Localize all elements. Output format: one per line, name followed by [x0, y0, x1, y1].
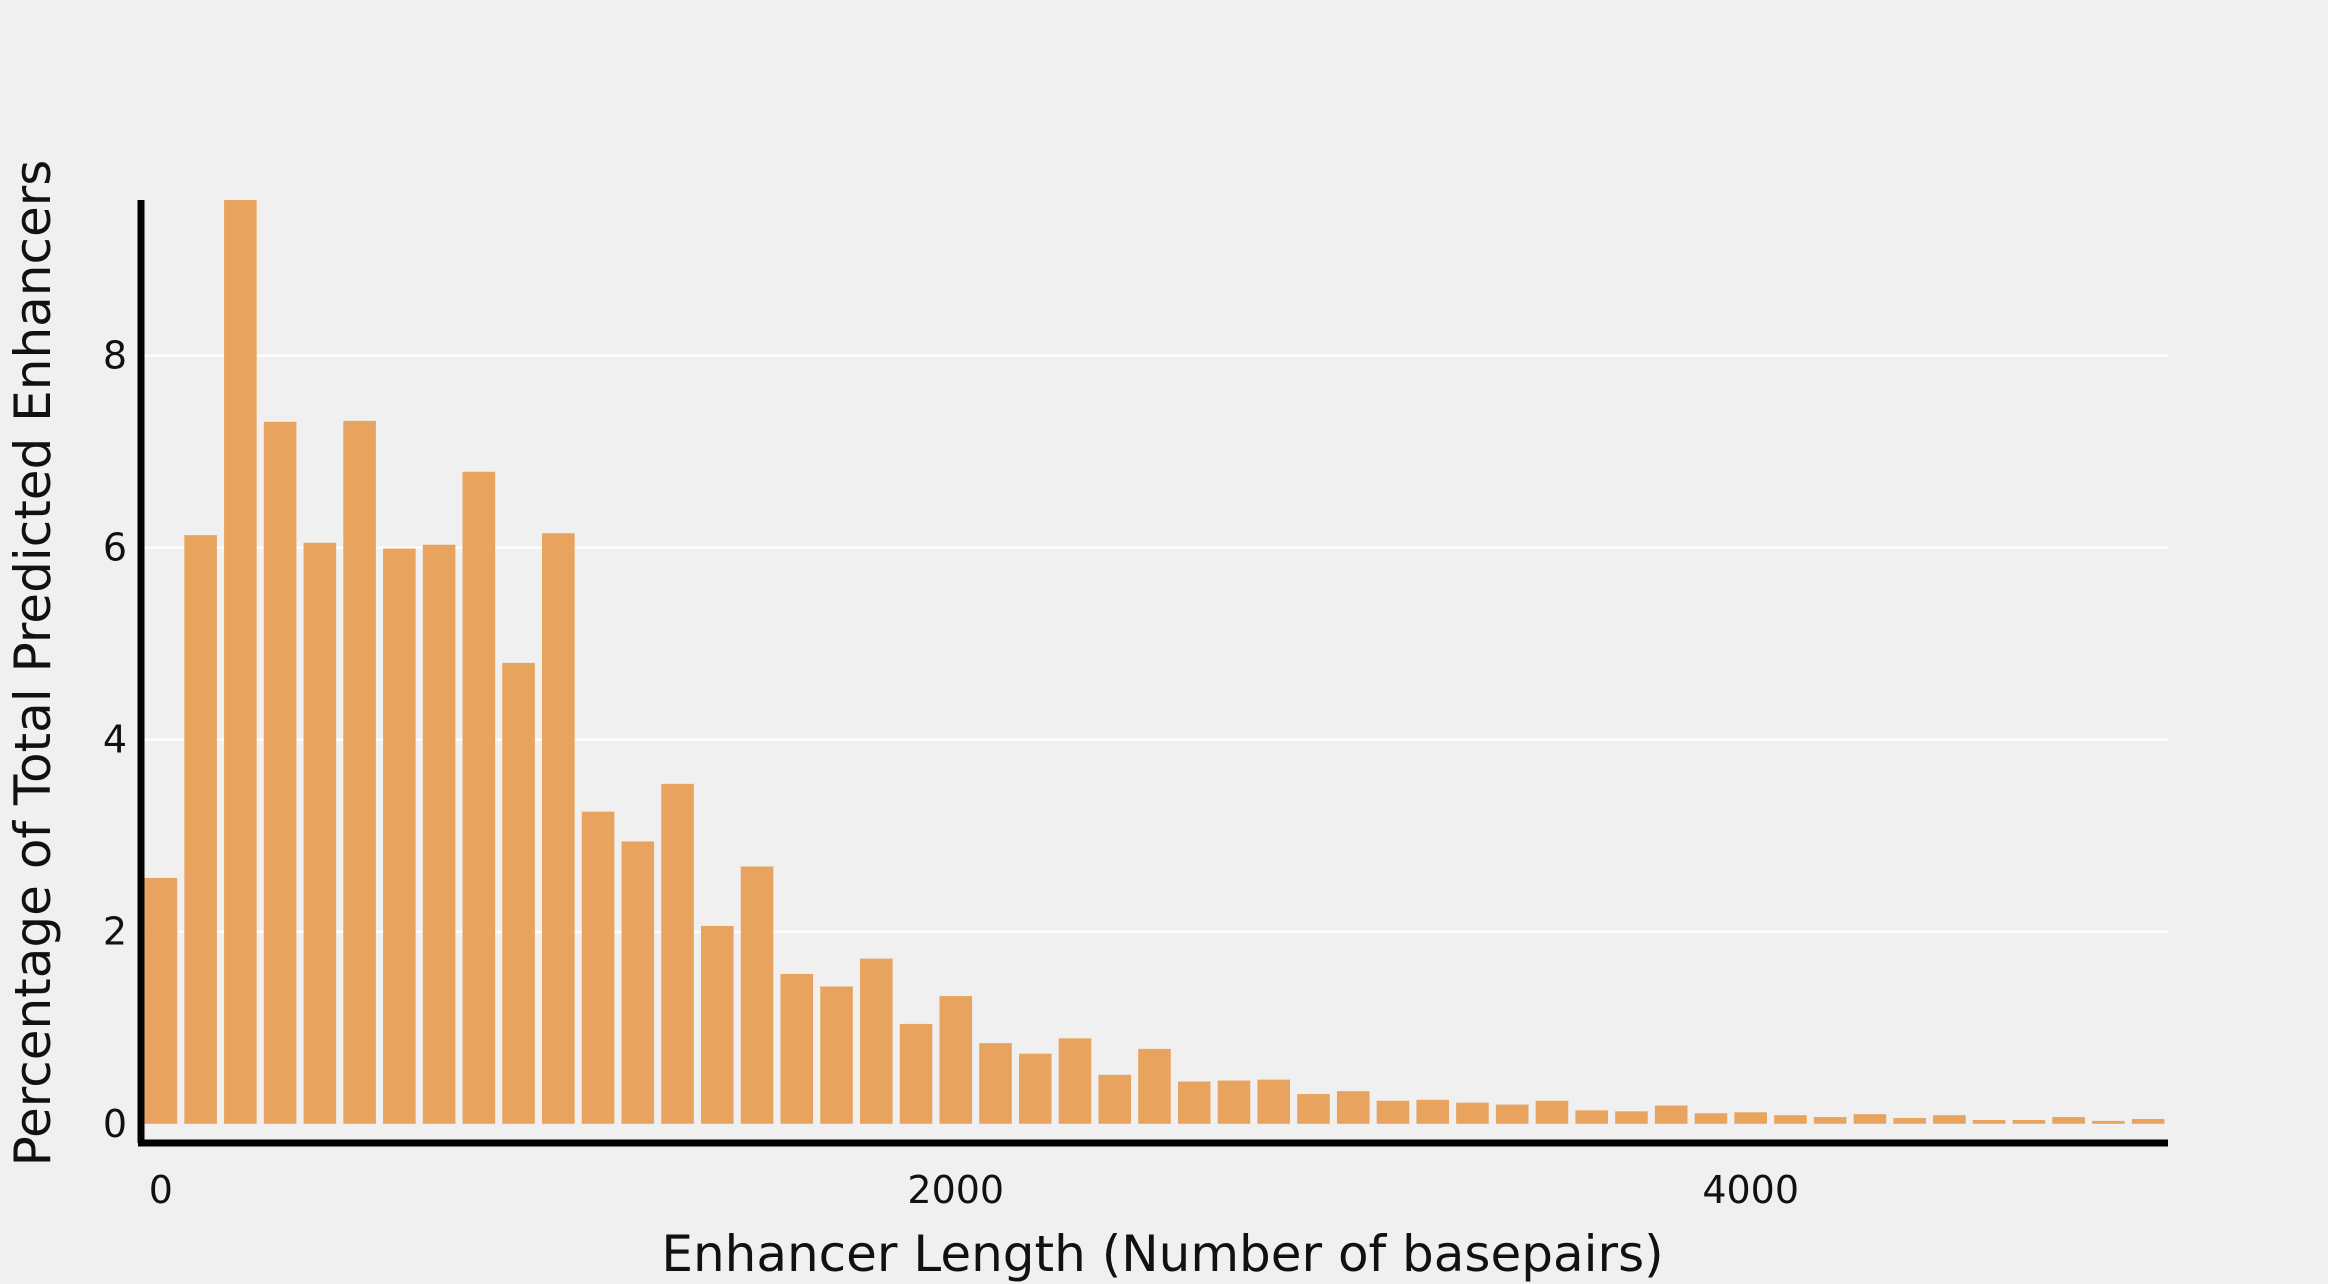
bar-2900 — [1297, 1094, 1330, 1124]
y-tick-label-0: 0 — [103, 1102, 127, 1146]
x-tick-label-0: 0 — [149, 1168, 173, 1212]
bar-1000 — [542, 533, 575, 1124]
y-tick-label-4: 4 — [103, 718, 127, 762]
bar-2500 — [1138, 1048, 1171, 1124]
y-tick-label-6: 6 — [103, 526, 127, 570]
bar-1400 — [701, 925, 734, 1124]
bar-3500 — [1535, 1100, 1569, 1124]
x-axis-title: Enhancer Length (Number of basepairs) — [661, 1225, 1663, 1283]
bar-4000 — [1734, 1112, 1767, 1124]
bar-2000 — [939, 996, 973, 1124]
axes — [137, 200, 2168, 1147]
bar-4100 — [1774, 1115, 1807, 1124]
bar-4500 — [1933, 1115, 1966, 1124]
bar-3100 — [1376, 1100, 1410, 1124]
bar-3300 — [1456, 1102, 1489, 1124]
bar-4600 — [1972, 1119, 2006, 1124]
bar-500 — [343, 420, 376, 1124]
x-tick-label-2000: 2000 — [907, 1168, 1004, 1212]
bar-600 — [383, 548, 416, 1124]
bar-1500 — [740, 866, 774, 1124]
bar-900 — [502, 662, 535, 1124]
bar-300 — [263, 421, 297, 1124]
bar-1600 — [780, 973, 814, 1124]
bar-3800 — [1654, 1105, 1688, 1124]
bar-2600 — [1177, 1081, 1211, 1124]
y-tick-label-2: 2 — [103, 910, 127, 954]
bar-100 — [184, 535, 217, 1124]
bar-1900 — [899, 1023, 933, 1124]
y-tick-label-8: 8 — [103, 334, 127, 378]
bar-2700 — [1217, 1080, 1251, 1124]
bar-4900 — [2092, 1120, 2125, 1124]
bars — [144, 200, 2165, 1124]
bar-2300 — [1058, 1038, 1092, 1124]
bar-1800 — [859, 958, 893, 1124]
bar-4300 — [1853, 1114, 1887, 1124]
bar-3700 — [1615, 1111, 1648, 1124]
y-axis-title: Percentage of Total Predicted Enhancers — [4, 160, 62, 1167]
bar-1300 — [661, 783, 694, 1124]
bar-1100 — [581, 811, 615, 1124]
bar-4700 — [2012, 1119, 2046, 1124]
bar-2400 — [1098, 1074, 1132, 1124]
bar-2100 — [979, 1043, 1012, 1124]
bar-2200 — [1018, 1053, 1052, 1124]
bar-4200 — [1813, 1117, 1847, 1124]
bar-400 — [303, 542, 337, 1124]
x-tick-labels: 0 2000 4000 — [149, 1168, 1799, 1212]
bar-800 — [462, 471, 496, 1124]
bar-3200 — [1416, 1099, 1450, 1124]
bar-5000 — [2131, 1118, 2165, 1124]
bar-3900 — [1694, 1113, 1728, 1124]
bar-3600 — [1575, 1110, 1608, 1124]
bar-4400 — [1893, 1118, 1926, 1124]
bar-1200 — [621, 841, 655, 1124]
bar-3400 — [1495, 1104, 1529, 1124]
bar-4800 — [2052, 1117, 2085, 1124]
bar-700 — [422, 544, 456, 1124]
bar-200 — [224, 200, 257, 1124]
bar-1700 — [820, 986, 853, 1124]
x-tick-label-4000: 4000 — [1702, 1168, 1799, 1212]
y-tick-labels: 0 2 4 6 8 — [103, 334, 127, 1146]
bar-3000 — [1336, 1091, 1370, 1124]
bar-0 — [144, 877, 178, 1124]
bar-2800 — [1257, 1079, 1291, 1124]
